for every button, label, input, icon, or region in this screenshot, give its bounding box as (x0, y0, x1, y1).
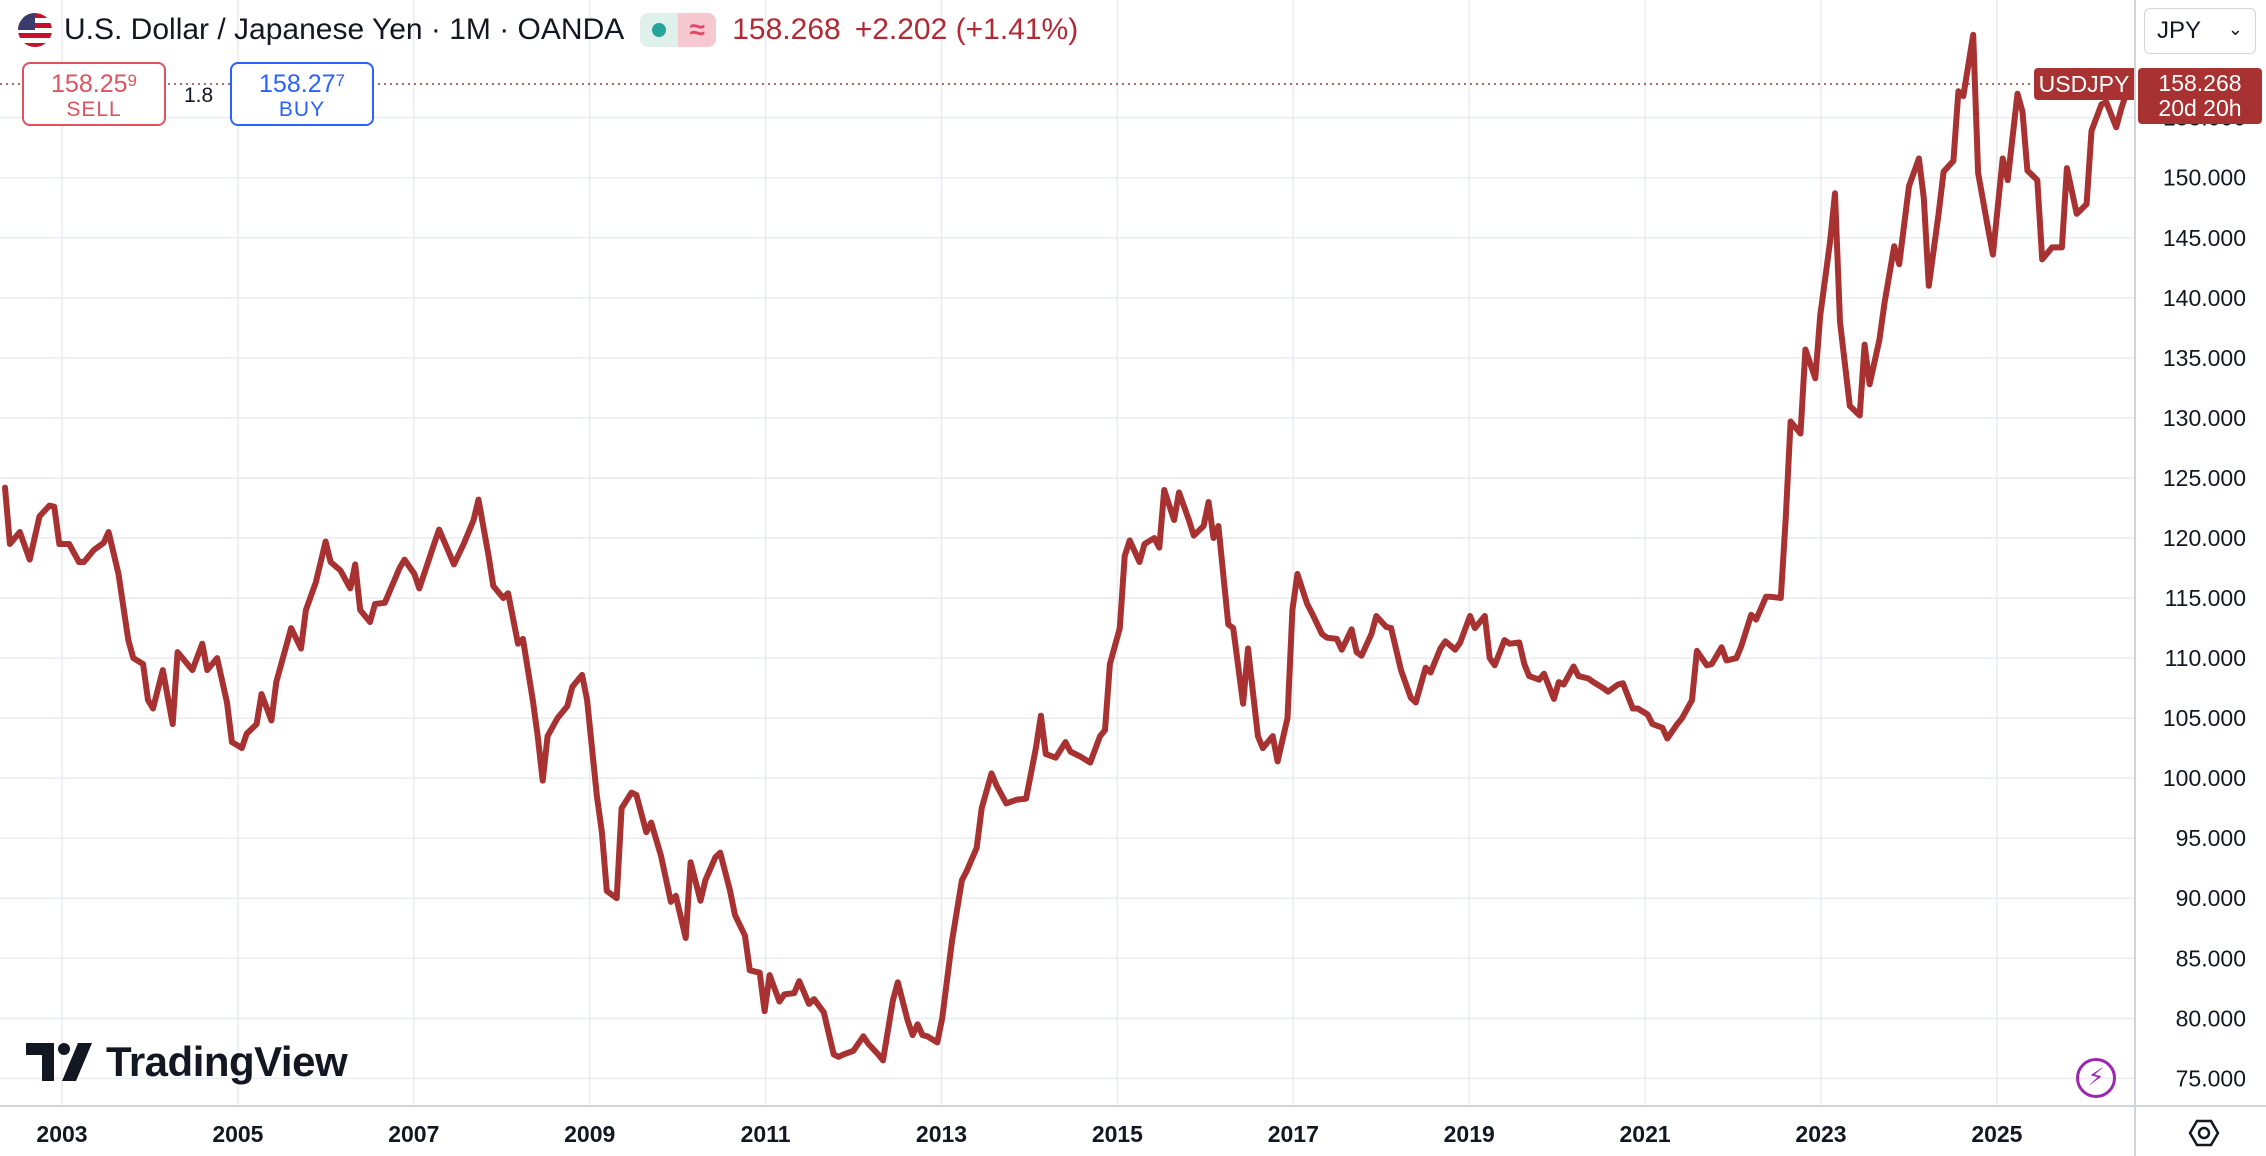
y-tick-label: 150.000 (2163, 165, 2246, 191)
time-axis: 2003 2005 2007 2009 2011 2013 2015 2017 2019 2021… (36, 1121, 2022, 1147)
price-axis: 75.000 80.000 85.000 90.000 95.000 100.000 105… (2163, 105, 2246, 1092)
wave-icon: ≈ (678, 13, 717, 47)
last-price: 158.268 (732, 13, 841, 46)
x-tick-label: 2005 (212, 1121, 263, 1147)
grid (0, 0, 2135, 1106)
lightning-icon[interactable]: ⚡ (2076, 1058, 2116, 1098)
y-tick-label: 95.000 (2176, 825, 2246, 851)
y-tick-label: 85.000 (2176, 945, 2246, 971)
x-tick-label: 2015 (1092, 1121, 1143, 1147)
y-tick-label: 90.000 (2176, 885, 2246, 911)
x-tick-label: 2013 (916, 1121, 967, 1147)
currency-selector[interactable]: JPY ⌄ (2144, 8, 2256, 54)
y-tick-label: 100.000 (2163, 765, 2246, 791)
x-tick-label: 2007 (388, 1121, 439, 1147)
symbol-price-tag: USDJPY (2034, 68, 2134, 100)
last-price-tag-value: 158.268 (2158, 70, 2242, 96)
market-open-dot-icon (640, 13, 679, 47)
buy-label: BUY (278, 97, 326, 121)
us-flag-icon (18, 13, 52, 47)
logo-text: TradingView (106, 1038, 348, 1085)
y-tick-label: 120.000 (2163, 525, 2246, 551)
x-tick-label: 2017 (1268, 1121, 1319, 1147)
y-tick-label: 135.000 (2163, 345, 2246, 371)
tradingview-logo[interactable]: TradingView (26, 1038, 348, 1086)
x-tick-label: 2021 (1620, 1121, 1671, 1147)
currency-value: JPY (2157, 17, 2202, 44)
x-tick-label: 2011 (741, 1121, 791, 1147)
y-tick-label: 145.000 (2163, 225, 2246, 251)
y-tick-label: 75.000 (2176, 1065, 2246, 1091)
x-tick-label: 2019 (1444, 1121, 1495, 1147)
sell-price: 158.259 (51, 69, 137, 98)
price-line-series (2, 31, 2134, 1064)
symbol-legend: U.S. Dollar / Japanese Yen · 1M · OANDA … (18, 10, 1078, 50)
y-tick-label: 80.000 (2176, 1005, 2246, 1031)
bar-countdown: 20d 20h (2158, 95, 2242, 121)
y-tick-label: 105.000 (2163, 705, 2246, 731)
status-pill[interactable]: ≈ (640, 13, 717, 47)
symbol-title[interactable]: U.S. Dollar / Japanese Yen · 1M · OANDA (64, 13, 625, 46)
sell-label: SELL (66, 97, 122, 121)
x-tick-label: 2003 (36, 1121, 87, 1147)
spread-value: 1.8 (184, 84, 214, 107)
x-tick-label: 2009 (564, 1121, 615, 1147)
x-tick-label: 2023 (1795, 1121, 1846, 1147)
x-tick-label: 2025 (1971, 1121, 2022, 1147)
y-tick-label: 130.000 (2163, 405, 2246, 431)
y-tick-label: 140.000 (2163, 285, 2246, 311)
price-change: +2.202 (+1.41%) (854, 13, 1079, 46)
sell-button[interactable]: 158.259 SELL (22, 62, 166, 126)
buy-button[interactable]: 158.277 BUY (230, 62, 374, 126)
buy-price: 158.277 (259, 69, 345, 98)
chevron-down-icon: ⌄ (2227, 19, 2243, 39)
last-price-tag: 158.268 20d 20h (2138, 68, 2262, 124)
y-tick-label: 125.000 (2163, 465, 2246, 491)
settings-icon[interactable] (2188, 1119, 2220, 1147)
y-tick-label: 115.000 (2165, 585, 2246, 611)
tradingview-mark-icon (26, 1043, 92, 1081)
y-tick-label: 110.000 (2165, 645, 2246, 671)
